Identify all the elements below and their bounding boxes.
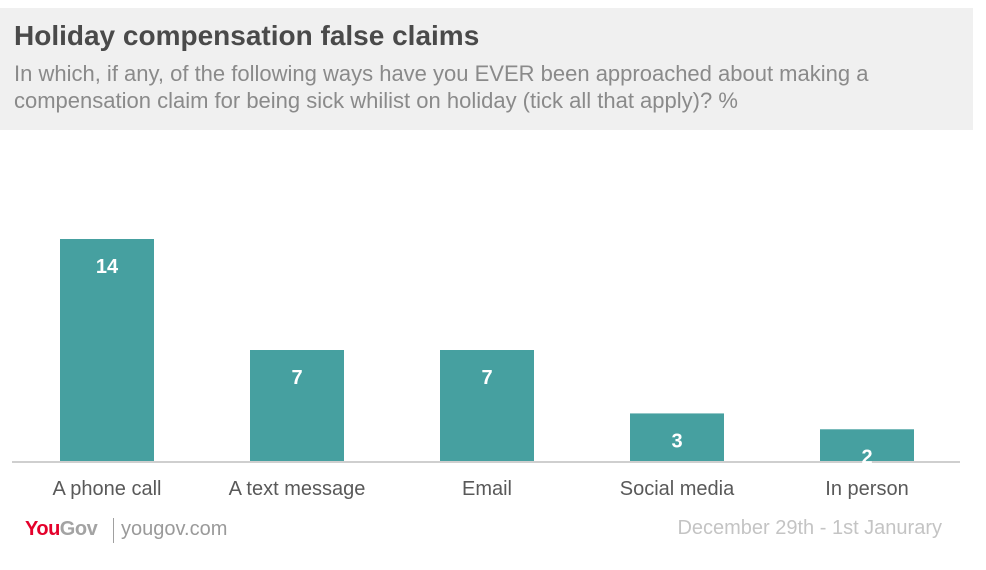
value-label-a-phone-call: 14 — [96, 256, 119, 278]
footer-divider — [113, 518, 114, 543]
bar-email — [440, 350, 534, 461]
value-label-social-media: 3 — [671, 430, 682, 452]
value-label-a-text-message: 7 — [291, 367, 302, 389]
category-label-email: Email — [462, 478, 512, 500]
value-label-in-person: 2 — [861, 446, 872, 468]
category-label-a-text-message: A text message — [229, 478, 366, 500]
yougov-logo: YouGov — [25, 518, 98, 541]
website-link[interactable]: yougov.com — [121, 518, 228, 540]
bar-a-phone-call — [60, 239, 154, 461]
bar-chart: 14 A phone call 7 A text message 7 Email 3 Soci… — [12, 239, 960, 500]
bar-social-media — [630, 413, 724, 461]
bar-in-person — [820, 429, 914, 461]
value-label-email: 7 — [481, 367, 492, 389]
category-label-in-person: In person — [825, 478, 908, 500]
logo-you-text: You — [25, 518, 60, 540]
chart-header: Holiday compensation false claims In whi… — [0, 8, 973, 130]
category-label-social-media: Social media — [620, 478, 735, 500]
category-label-a-phone-call: A phone call — [53, 478, 162, 500]
logo-gov-text: Gov — [59, 518, 98, 540]
chart-title: Holiday compensation false claims — [14, 20, 480, 51]
chart-subtitle: In which, if any, of the following ways … — [14, 61, 869, 113]
bar-a-text-message — [250, 350, 344, 461]
date-range: December 29th - 1st Janurary — [677, 517, 942, 539]
